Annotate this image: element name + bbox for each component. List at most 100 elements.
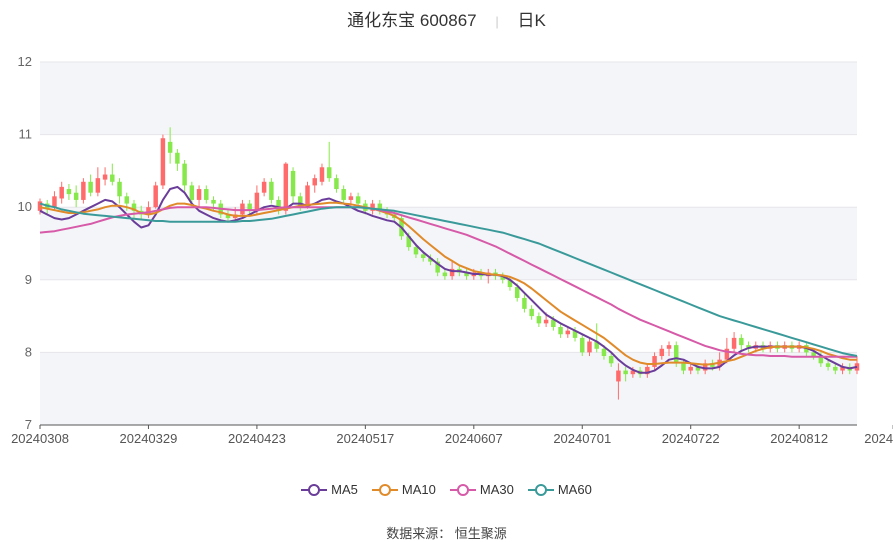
legend-item-ma5[interactable]: MA5 bbox=[301, 482, 358, 497]
candle-body bbox=[305, 185, 310, 208]
candle bbox=[261, 178, 267, 197]
candle-body bbox=[110, 174, 115, 182]
candle bbox=[182, 160, 187, 193]
chart-title: 通化东宝 600867 | 日K bbox=[0, 6, 893, 31]
candle-body bbox=[88, 181, 93, 193]
candle-body bbox=[572, 330, 578, 338]
candle-body bbox=[261, 181, 267, 193]
candle bbox=[695, 363, 701, 375]
candle bbox=[594, 323, 599, 353]
candle-body bbox=[623, 370, 628, 375]
candle-body bbox=[182, 163, 187, 186]
candle-body bbox=[580, 337, 585, 353]
legend-item-ma30[interactable]: MA30 bbox=[449, 482, 514, 497]
candle bbox=[370, 199, 375, 215]
candle bbox=[652, 352, 657, 371]
candle bbox=[645, 363, 650, 378]
candle-body bbox=[290, 170, 296, 197]
candle-body bbox=[739, 337, 744, 346]
candle-body bbox=[681, 363, 686, 371]
grid-bands bbox=[40, 62, 857, 425]
x-tick-label: 20240423 bbox=[228, 431, 286, 446]
series-line-ma30 bbox=[39, 206, 857, 358]
candle-body bbox=[326, 167, 332, 179]
data-source: 数据来源： 恒生聚源 bbox=[386, 526, 507, 541]
candle-body bbox=[225, 214, 231, 219]
stock-name: 通化东宝 bbox=[347, 11, 416, 30]
candle-body bbox=[746, 345, 751, 349]
candle-body bbox=[500, 276, 505, 280]
title-separator: | bbox=[495, 14, 499, 29]
candle-body bbox=[543, 319, 549, 324]
candle-body bbox=[196, 189, 202, 200]
x-tick-label: 20240722 bbox=[662, 431, 720, 446]
grid-band bbox=[40, 352, 857, 425]
candle-body bbox=[167, 141, 173, 153]
candle bbox=[160, 134, 166, 190]
candle bbox=[500, 272, 505, 284]
candle bbox=[88, 174, 93, 197]
candle bbox=[833, 363, 838, 375]
candle-body bbox=[37, 201, 43, 211]
stock-code: 600867 bbox=[419, 11, 477, 30]
y-tick-label: 7 bbox=[25, 417, 32, 432]
candle-body bbox=[514, 287, 520, 298]
legend-item-ma10[interactable]: MA10 bbox=[371, 482, 436, 497]
candle-body bbox=[406, 236, 411, 248]
x-tick-label: 20240830 bbox=[864, 431, 893, 446]
candle-body bbox=[370, 203, 375, 211]
series-line-ma60 bbox=[39, 202, 858, 357]
candle-body bbox=[312, 178, 317, 186]
candle bbox=[739, 334, 744, 353]
candle-body bbox=[66, 189, 72, 195]
candle bbox=[247, 199, 252, 215]
candle-body bbox=[435, 261, 440, 273]
candle bbox=[377, 199, 383, 215]
candle bbox=[175, 149, 180, 171]
candle-body bbox=[702, 363, 708, 371]
candle bbox=[428, 254, 433, 266]
candle bbox=[204, 185, 209, 204]
candle bbox=[334, 174, 339, 193]
candle-body bbox=[674, 345, 679, 364]
legend-marker-icon bbox=[449, 483, 476, 496]
candle-body bbox=[818, 356, 824, 364]
candle bbox=[341, 185, 346, 204]
candle bbox=[688, 363, 693, 375]
candle bbox=[464, 268, 469, 280]
candle-body bbox=[587, 341, 592, 353]
candle bbox=[840, 363, 845, 375]
legend: MA5 MA10 MA30 MA60 bbox=[0, 482, 893, 497]
x-axis: 20240308 20240329 20240423 20240517 20240607… bbox=[11, 424, 893, 446]
candle-body bbox=[522, 297, 527, 309]
candle bbox=[102, 167, 108, 186]
candle-body bbox=[204, 189, 209, 200]
candle-body bbox=[153, 185, 158, 208]
candle bbox=[507, 276, 513, 291]
legend-label: MA10 bbox=[401, 482, 436, 497]
legend-item-ma60[interactable]: MA60 bbox=[527, 482, 592, 497]
candle-body bbox=[731, 337, 737, 349]
candle-body bbox=[536, 316, 542, 324]
y-tick-label: 10 bbox=[18, 199, 32, 214]
candle-body bbox=[341, 189, 346, 200]
candle-body bbox=[724, 348, 730, 360]
candle bbox=[616, 363, 621, 400]
candle bbox=[702, 359, 708, 375]
ma-lines bbox=[39, 185, 858, 374]
candle-body bbox=[254, 192, 260, 211]
candle-body bbox=[840, 366, 845, 371]
candle-body bbox=[710, 363, 715, 367]
grid-band bbox=[40, 207, 857, 280]
candle-body bbox=[102, 174, 108, 180]
candle bbox=[59, 181, 64, 204]
candle-body bbox=[449, 268, 455, 277]
legend-label: MA5 bbox=[331, 482, 358, 497]
candle-body bbox=[825, 363, 831, 367]
candle-body bbox=[377, 203, 383, 211]
candle bbox=[95, 167, 101, 197]
candle bbox=[276, 196, 281, 215]
candle bbox=[326, 141, 332, 182]
candle-body bbox=[211, 199, 216, 204]
candle bbox=[659, 345, 665, 360]
